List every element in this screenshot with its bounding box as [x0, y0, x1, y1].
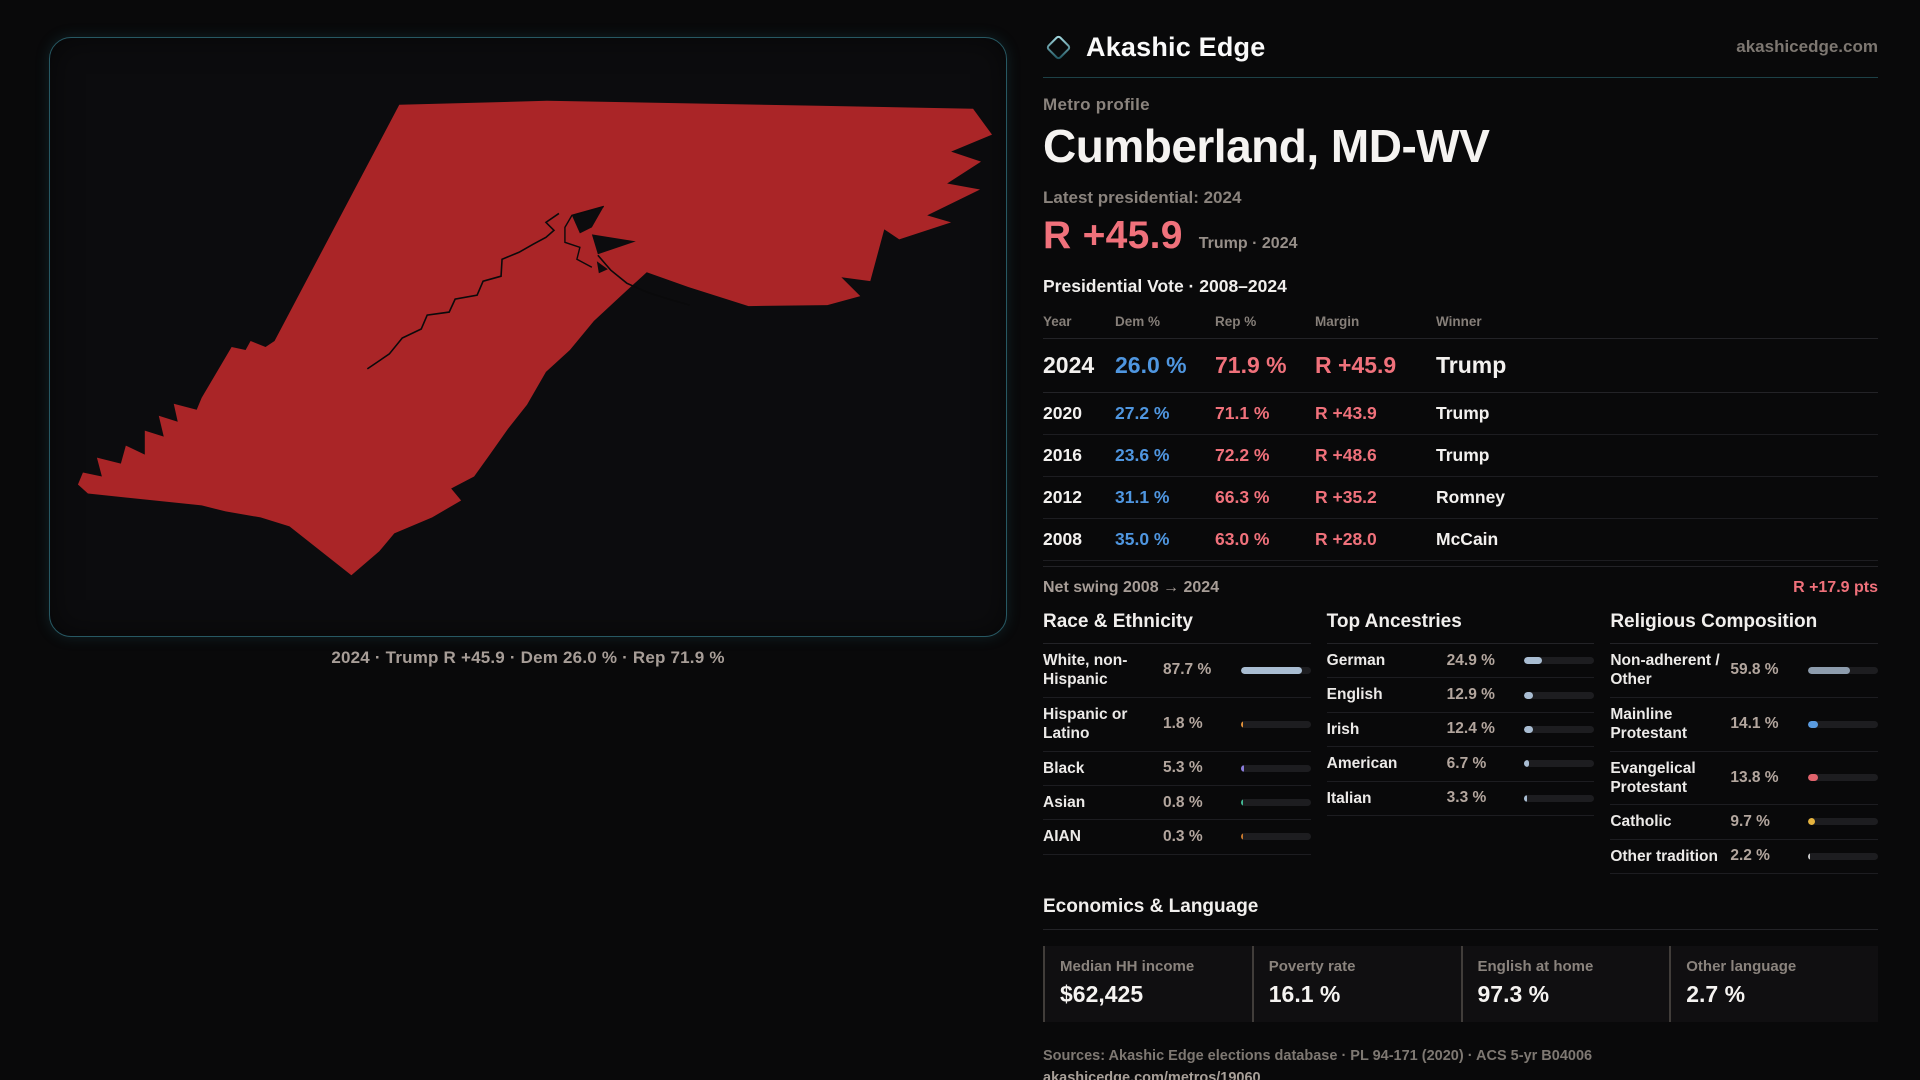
map-notch-sliver	[591, 234, 636, 255]
pct-bar	[1807, 720, 1878, 728]
list-item: AIAN 0.3 %	[1043, 820, 1311, 855]
county-map	[77, 100, 993, 576]
pct-bar	[1807, 852, 1878, 860]
list-item: Catholic 9.7 %	[1610, 805, 1878, 840]
list-item: Asian 0.8 %	[1043, 786, 1311, 821]
pct-bar	[1524, 760, 1595, 768]
col-year: Year	[1043, 314, 1072, 329]
list-item: American 6.7 %	[1326, 747, 1595, 782]
list-item: White, non-Hispanic 87.7 %	[1043, 644, 1311, 698]
stat-card: English at home 97.3 %	[1460, 946, 1670, 1022]
pct-bar	[1240, 799, 1311, 807]
section-title: Top Ancestries	[1326, 611, 1595, 644]
headline-margin-sub: Trump · 2024	[1198, 235, 1298, 252]
list-item: Mainline Protestant 14.1 %	[1610, 698, 1878, 752]
list-item: Hispanic or Latino 1.8 %	[1043, 698, 1311, 752]
metro-shape	[77, 100, 993, 576]
sources-line: Sources: Akashic Edge elections database…	[1043, 1048, 1593, 1064]
table-row: 2008 35.0 % 63.0 % R +28.0 McCain	[1043, 519, 1878, 561]
col-rep: Rep %	[1215, 314, 1257, 329]
race-ethnicity-section: Race & Ethnicity White, non-Hispanic 87.…	[1043, 611, 1311, 874]
col-margin: Margin	[1315, 314, 1360, 329]
pct-bar	[1240, 833, 1311, 841]
economics-cards: Median HH income $62,425 Poverty rate 16…	[1043, 946, 1878, 1022]
list-item: Italian 3.3 %	[1326, 782, 1595, 816]
pct-bar	[1524, 657, 1595, 665]
county-map-panel	[49, 37, 1007, 637]
brand-name: Akashic Edge	[1086, 31, 1266, 62]
stat-card: Poverty rate 16.1 %	[1251, 946, 1461, 1022]
section-title: Race & Ethnicity	[1043, 611, 1311, 644]
profile-column: Akashic Edge akashicedge.com Metro profi…	[1043, 0, 1878, 1080]
brand[interactable]: Akashic Edge	[1043, 32, 1265, 63]
table-row: 2016 23.6 % 72.2 % R +48.6 Trump	[1043, 435, 1878, 477]
pct-bar	[1240, 666, 1311, 674]
religion-section: Religious Composition Non-adherent / Oth…	[1610, 611, 1878, 874]
pct-bar	[1524, 725, 1595, 733]
list-item: English 12.9 %	[1326, 678, 1595, 713]
col-winner: Winner	[1436, 314, 1482, 329]
river-line	[597, 254, 690, 306]
pct-bar	[1807, 666, 1878, 674]
col-dem: Dem %	[1115, 314, 1161, 329]
list-item: Evangelical Protestant 13.8 %	[1610, 752, 1878, 806]
ancestry-section: Top Ancestries German 24.9 % English 12.…	[1326, 611, 1595, 874]
pct-bar	[1807, 818, 1878, 826]
table-row: 2012 31.1 % 66.3 % R +35.2 Romney	[1043, 477, 1878, 519]
brand-domain-link[interactable]: akashicedge.com	[1736, 37, 1878, 56]
pct-bar	[1807, 774, 1878, 782]
vote-table: Year Dem % Rep % Margin Winner 2024 26.0…	[1043, 310, 1878, 561]
net-swing-label: Net swing 2008 → 2024	[1043, 579, 1220, 596]
net-swing-value: R +17.9 pts	[1793, 579, 1878, 596]
list-item: German 24.9 %	[1326, 644, 1595, 679]
list-item: Non-adherent / Other 59.8 %	[1610, 644, 1878, 698]
stat-card: Other language 2.7 %	[1669, 946, 1878, 1022]
list-item: Black 5.3 %	[1043, 752, 1311, 786]
latest-presidential-label: Latest presidential: 2024	[1043, 188, 1242, 207]
permalink[interactable]: akashicedge.com/metros/19060	[1043, 1070, 1261, 1080]
pct-bar	[1240, 764, 1311, 772]
economics-title: Economics & Language	[1043, 896, 1878, 930]
county-boundary-line	[366, 212, 560, 370]
page-title: Cumberland, MD-WV	[1043, 120, 1490, 172]
vote-table-title: Presidential Vote · 2008–2024	[1043, 276, 1287, 296]
map-caption: 2024 · Trump R +45.9 · Dem 26.0 % · Rep …	[331, 648, 725, 667]
demographics: Race & Ethnicity White, non-Hispanic 87.…	[1043, 611, 1878, 874]
map-notch-small	[596, 261, 608, 274]
table-row: 2024 26.0 % 71.9 % R +45.9 Trump	[1043, 339, 1878, 393]
pct-bar	[1524, 794, 1595, 802]
section-title: Religious Composition	[1610, 611, 1878, 644]
vote-table-header: Year Dem % Rep % Margin Winner	[1043, 310, 1878, 339]
list-item: Other tradition 2.2 %	[1610, 840, 1878, 874]
headline-margin-value: R +45.9	[1043, 214, 1183, 257]
pct-bar	[1240, 720, 1311, 728]
kicker: Metro profile	[1043, 95, 1150, 114]
notch-outline	[564, 205, 605, 268]
net-swing-row: Net swing 2008 → 2024 R +17.9 pts	[1043, 566, 1878, 597]
pct-bar	[1524, 691, 1595, 699]
header-divider	[1043, 77, 1878, 78]
diamond-logo-icon	[1046, 35, 1071, 59]
stat-card: Median HH income $62,425	[1043, 946, 1252, 1022]
list-item: Irish 12.4 %	[1326, 713, 1595, 748]
headline-margin: R +45.9 Trump · 2024	[1043, 214, 1878, 258]
table-row: 2020 27.2 % 71.1 % R +43.9 Trump	[1043, 393, 1878, 435]
header: Akashic Edge akashicedge.com	[1043, 0, 1878, 64]
